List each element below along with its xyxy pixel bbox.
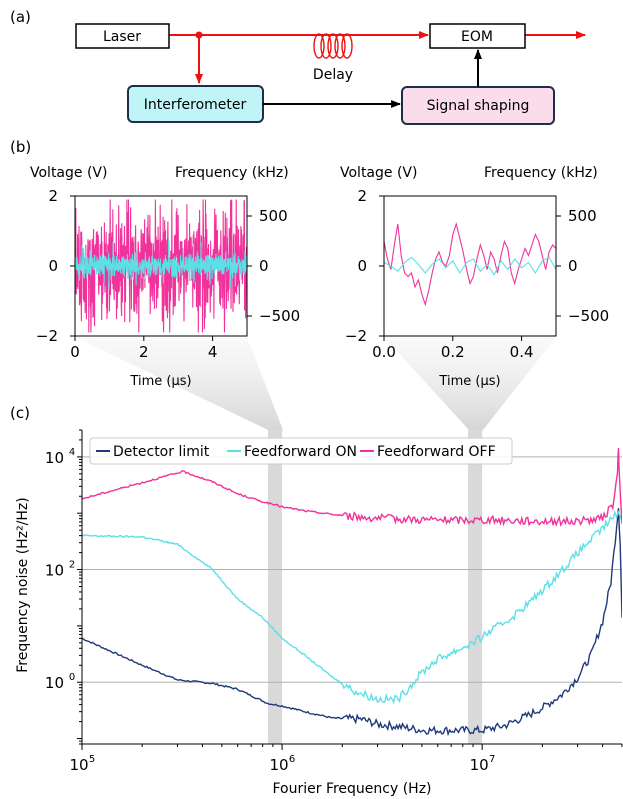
panel-c: (c) 10 5 10 6 10 710 010 210 4 Detector limit Fee… <box>10 404 623 797</box>
grid-lines <box>82 456 622 683</box>
y-tick-exponent: 4 <box>69 447 75 458</box>
plot-2-traces <box>384 222 556 307</box>
feedforward-on-trace <box>75 238 247 290</box>
plot-1-ticks: 0 2 4 2 0 −2 500 0 −500 <box>36 187 300 361</box>
frequency-tick-label: −500 <box>568 307 609 325</box>
frequency-tick-label: 0 <box>568 257 578 275</box>
panel-a-label: (a) <box>10 8 31 26</box>
delay-label: Delay <box>313 67 353 83</box>
y-tick-label: 10 <box>45 562 64 580</box>
noise-spectra <box>82 447 622 737</box>
delay-coil-icon <box>313 33 353 59</box>
x-tick-label: 0.2 <box>441 343 465 361</box>
x-tick-exponent: 7 <box>489 754 495 765</box>
x-tick-label: 0 <box>70 343 80 361</box>
y-tick-label: 10 <box>45 674 64 692</box>
frequency-tick-label: 0 <box>259 257 269 275</box>
plot-2-ticks: 0.0 0.2 0.4 2 0 −2 500 0 −500 <box>345 187 609 361</box>
x-tick-exponent: 6 <box>289 754 295 765</box>
voltage-axis-label: Voltage (V) <box>340 165 417 181</box>
signal-shaping-label: Signal shaping <box>427 98 530 114</box>
voltage-tick-label: 2 <box>357 187 367 205</box>
highlight-band <box>267 430 283 744</box>
detector-limit-line <box>82 508 622 737</box>
axes: 10 5 10 6 10 710 010 210 4 <box>45 429 623 774</box>
time-trace-plot-2: Voltage (V) Frequency (kHz) 0.0 0.2 0.4 2 0 −… <box>340 165 609 389</box>
y-tick-label: 10 <box>45 449 64 467</box>
x-tick-label: 10 <box>270 756 289 774</box>
interferometer-box: Interferometer <box>127 85 264 123</box>
frequency-axis-label: Frequency (kHz) <box>175 165 289 181</box>
x-tick-label: 0.0 <box>372 343 396 361</box>
signal-shaping-box: Signal shaping <box>401 86 555 125</box>
eom-box: EOM <box>429 23 526 49</box>
plot-1-traces <box>75 199 247 333</box>
highlight-bands <box>267 430 483 744</box>
y-tick-exponent: 2 <box>69 560 75 571</box>
interferometer-label: Interferometer <box>144 97 247 113</box>
panel-c-label: (c) <box>10 404 30 422</box>
panel-b: (b) Voltage (V) Frequency (kHz) 0 2 4 2 0 −2 5… <box>10 138 609 389</box>
y-axis-label: Frequency noise (Hz²/Hz) <box>15 497 31 672</box>
feedforward-on-line <box>82 510 622 705</box>
legend-label: Feedforward OFF <box>377 444 496 460</box>
feedforward-off-trace <box>384 222 556 307</box>
highlight-band <box>468 430 483 744</box>
panel-a: (a) Delay Laser EOM Interferometer <box>10 8 586 125</box>
x-axis-label: Fourier Frequency (Hz) <box>272 781 431 797</box>
time-axis-label: Time (µs) <box>438 374 500 389</box>
eom-label: EOM <box>461 29 493 45</box>
time-axis-label: Time (µs) <box>129 374 191 389</box>
voltage-axis-label: Voltage (V) <box>30 165 107 181</box>
frequency-tick-label: 500 <box>259 207 288 225</box>
laser-box: Laser <box>75 23 170 49</box>
feedforward-on-trace <box>384 256 556 276</box>
panel-b-label: (b) <box>10 138 31 156</box>
time-trace-plot-1: Voltage (V) Frequency (kHz) 0 2 4 2 0 −2 500 0 −… <box>30 165 300 389</box>
legend-label: Detector limit <box>113 444 210 460</box>
x-tick-label: 2 <box>139 343 149 361</box>
x-tick-label: 0.4 <box>510 343 534 361</box>
x-tick-exponent: 5 <box>89 754 95 765</box>
laser-label: Laser <box>103 29 141 45</box>
x-tick-label: 4 <box>208 343 218 361</box>
frequency-tick-label: 500 <box>568 207 597 225</box>
voltage-tick-label: 2 <box>48 187 58 205</box>
legend-label: Feedforward ON <box>244 444 357 460</box>
frequency-tick-label: −500 <box>259 307 300 325</box>
legend-box <box>89 437 513 465</box>
frequency-axis-label: Frequency (kHz) <box>484 165 598 181</box>
legend: Detector limit Feedforward ON Feedforward … <box>89 437 513 465</box>
voltage-tick-label: 0 <box>357 257 367 275</box>
x-tick-label: 10 <box>470 756 489 774</box>
beam-splitter-dot <box>195 31 203 39</box>
zoom-connectors <box>75 337 556 430</box>
x-tick-label: 10 <box>69 756 88 774</box>
y-tick-exponent: 0 <box>69 672 75 683</box>
voltage-tick-label: −2 <box>345 327 367 345</box>
voltage-tick-label: −2 <box>36 327 58 345</box>
voltage-tick-label: 0 <box>48 257 58 275</box>
feedforward-off-line <box>82 447 622 528</box>
